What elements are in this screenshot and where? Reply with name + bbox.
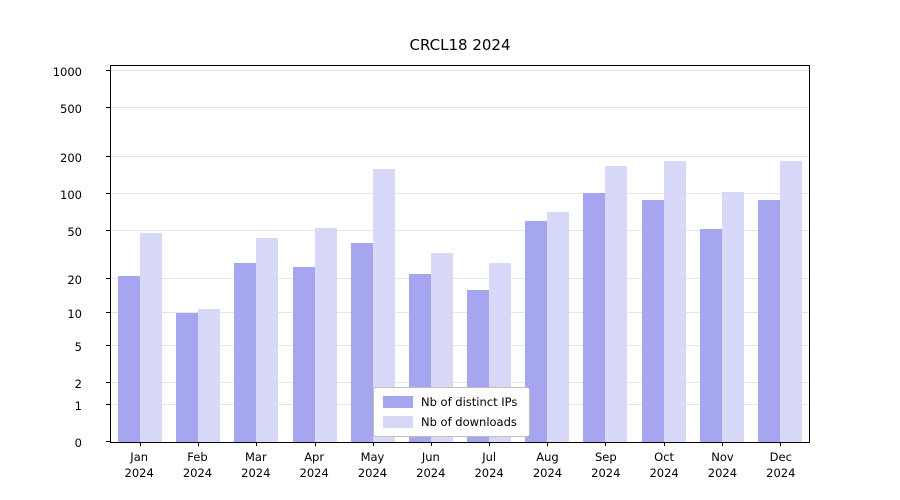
x-tick-label: Feb 2024 [182, 450, 213, 480]
legend-swatch-downloads [383, 416, 413, 428]
y-tick-mark [106, 403, 110, 405]
y-tick-mark [106, 277, 110, 279]
y-tick-label: 50 [67, 224, 82, 239]
legend-label-downloads: Nb of downloads [421, 415, 517, 429]
y-tick-mark [106, 344, 110, 346]
x-tick-mark [605, 442, 607, 446]
gridline [111, 193, 809, 195]
x-tick-label: Sep 2024 [591, 450, 621, 480]
y-tick-label: 1000 [52, 65, 82, 79]
x-tick-mark [779, 442, 781, 446]
bar-downloads [605, 165, 628, 442]
y-tick-mark [106, 312, 110, 314]
gridline [111, 312, 809, 314]
bar-distinct-ips [699, 228, 722, 442]
x-tick-label: Dec 2024 [766, 450, 796, 480]
x-tick-label: Jul 2024 [474, 450, 504, 480]
y-tick-label: 10 [67, 307, 82, 322]
y-tick-mark [106, 382, 110, 384]
x-tick-label: May 2024 [357, 450, 388, 480]
x-tick-mark [663, 442, 665, 446]
gridline [111, 156, 809, 158]
bar-downloads [372, 169, 395, 442]
bar-downloads [663, 161, 686, 442]
plot-area: Nb of distinct IPs Nb of downloads [106, 65, 810, 446]
y-tick-mark [106, 107, 110, 109]
x-tick-label: Oct 2024 [649, 450, 679, 480]
bar-downloads [547, 211, 570, 442]
bar-downloads [140, 233, 163, 442]
bar-distinct-ips [350, 242, 373, 442]
y-tick-label: 5 [74, 339, 82, 354]
gridline [111, 382, 809, 384]
legend-item-downloads: Nb of downloads [383, 415, 517, 429]
y-tick-label: 200 [60, 151, 82, 166]
bar-distinct-ips [583, 193, 606, 442]
x-tick-label: Nov 2024 [707, 450, 738, 480]
x-tick-mark [721, 442, 723, 446]
x-tick-mark [489, 442, 491, 446]
x-axis-labels: Jan 2024 Feb 2024 Mar 2024 Apr 2024 May 2024 Jun 20… [110, 449, 810, 481]
x-tick-mark [547, 442, 549, 446]
bar-downloads [721, 191, 744, 442]
x-tick-mark [430, 442, 432, 446]
y-tick-label: 0 [74, 436, 82, 450]
y-tick-mark [106, 229, 110, 231]
y-tick-mark [106, 441, 110, 442]
bar-distinct-ips [292, 267, 315, 442]
bar-distinct-ips [176, 313, 199, 442]
x-tick-mark [198, 442, 200, 446]
x-tick-label: Mar 2024 [241, 450, 271, 480]
gridline [111, 277, 809, 279]
x-tick-mark [314, 442, 316, 446]
legend: Nb of distinct IPs Nb of downloads [373, 387, 531, 437]
gridline [111, 344, 809, 346]
gridline [111, 107, 809, 109]
bar-downloads [256, 237, 279, 442]
x-tick-mark [140, 442, 142, 446]
y-tick-label: 500 [60, 102, 82, 117]
x-tick-label: Aug 2024 [532, 450, 563, 480]
bar-distinct-ips [234, 263, 257, 442]
y-tick-label: 100 [60, 188, 82, 203]
x-tick-mark [256, 442, 258, 446]
x-tick-label: Jun 2024 [416, 450, 446, 480]
legend-swatch-distinct-ips [383, 396, 413, 408]
x-tick-mark [372, 442, 374, 446]
bar-downloads [198, 308, 221, 442]
gridline [111, 70, 809, 71]
y-tick-mark [106, 156, 110, 158]
gridline [111, 229, 809, 231]
bar-distinct-ips [118, 276, 141, 442]
bar-downloads [314, 227, 337, 442]
bar-distinct-ips [757, 199, 780, 442]
chart-title: CRCL18 2024 [409, 36, 511, 54]
bar-distinct-ips [525, 221, 548, 442]
y-tick-mark [106, 70, 110, 71]
bar-downloads [779, 161, 802, 442]
x-tick-label: Apr 2024 [299, 450, 329, 480]
y-axis-labels: 0 1 2 5 10 20 50 100 200 500 1000 [0, 65, 100, 450]
legend-item-distinct-ips: Nb of distinct IPs [383, 395, 517, 409]
y-tick-label: 2 [74, 377, 82, 392]
y-tick-label: 1 [74, 398, 82, 413]
x-tick-label: Jan 2024 [124, 450, 154, 480]
bar-distinct-ips [641, 199, 664, 442]
y-tick-label: 20 [67, 272, 82, 287]
legend-label-distinct-ips: Nb of distinct IPs [421, 395, 518, 409]
y-tick-mark [106, 193, 110, 195]
